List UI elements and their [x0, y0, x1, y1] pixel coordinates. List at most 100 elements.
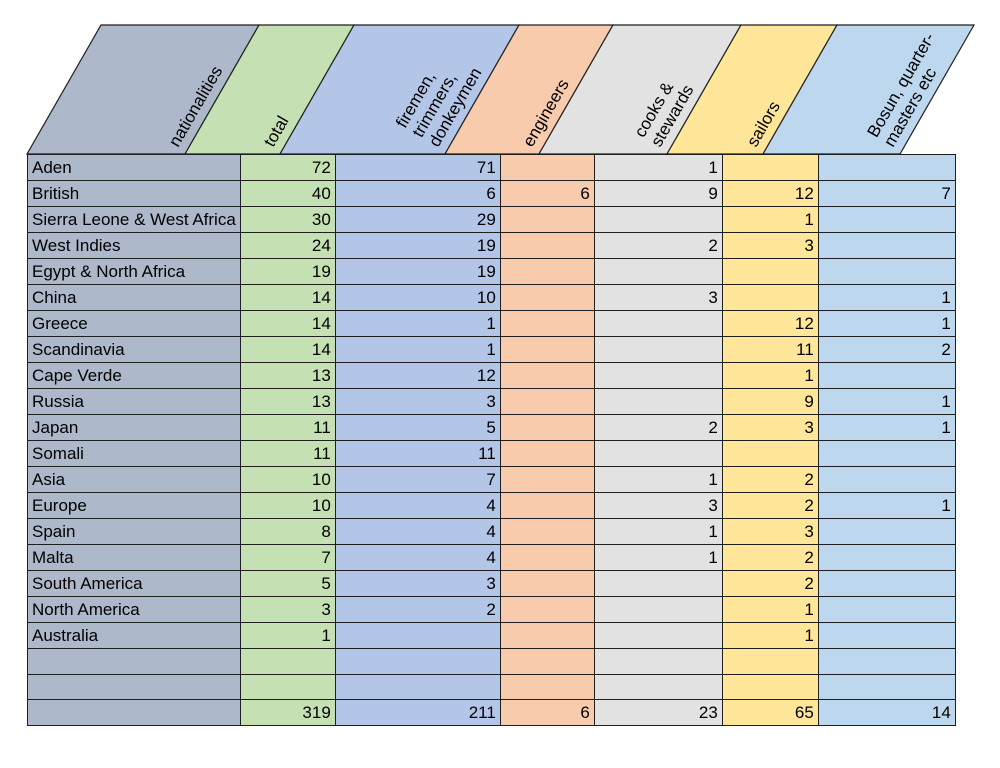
bosun-cell: 1: [817, 414, 956, 441]
sailors-cell: [721, 648, 819, 675]
firemen-cell: [334, 673, 501, 701]
table-row: [27, 648, 956, 675]
cooks-cell: 2: [593, 232, 723, 259]
firemen-cell: 12: [334, 362, 501, 389]
sailors-cell: [721, 154, 819, 181]
cooks-cell: [593, 570, 723, 597]
engineers-cell: [499, 596, 595, 623]
cooks-cell: [593, 206, 723, 233]
table-row: Russia 13 3 9 1: [27, 388, 956, 415]
cooks-cell: [593, 362, 723, 389]
total-cell: 3: [239, 596, 336, 623]
engineers-cell: [499, 258, 595, 285]
firemen-cell: 4: [334, 492, 501, 519]
table-row: North America 3 2 1: [27, 596, 956, 623]
bosun-cell: [817, 232, 956, 259]
table-row: Scandinavia 14 1 11 2: [27, 336, 956, 363]
sailors-cell: 1: [721, 362, 819, 389]
cooks-cell: 1: [593, 518, 723, 545]
bosun-cell: [817, 544, 956, 571]
total-cell: 14: [239, 336, 336, 363]
engineers-cell: [499, 206, 595, 233]
firemen-cell: 1: [334, 310, 501, 337]
firemen-cell: 71: [334, 154, 501, 181]
firemen-cell: 19: [334, 258, 501, 285]
total-cell: 19: [239, 258, 336, 285]
firemen-cell: 1: [334, 336, 501, 363]
total-cell: 40: [239, 180, 336, 207]
total-cell: 5: [239, 570, 336, 597]
total-cell: 13: [239, 388, 336, 415]
bosun-cell: [817, 673, 956, 701]
total-cell: 1: [239, 622, 336, 649]
total-cell: 11: [239, 414, 336, 441]
nationality-cell: Japan: [27, 414, 241, 441]
bosun-cell: [817, 518, 956, 545]
bosun-cell: [817, 648, 956, 675]
bosun-cell: [817, 362, 956, 389]
sailors-cell: 12: [721, 180, 819, 207]
bosun-cell: 14: [817, 699, 956, 727]
nationality-cell: Cape Verde: [27, 362, 241, 389]
cooks-cell: [593, 596, 723, 623]
nationality-cell: Egypt & North Africa: [27, 258, 241, 285]
total-cell: [239, 673, 336, 701]
cooks-cell: [593, 388, 723, 415]
bosun-cell: [817, 466, 956, 493]
firemen-cell: 3: [334, 570, 501, 597]
table-row: Egypt & North Africa 19 19: [27, 258, 956, 285]
bosun-cell: [817, 154, 956, 181]
engineers-cell: [499, 570, 595, 597]
bosun-cell: 1: [817, 284, 956, 311]
table-body: Aden 72 71 1 British 40 6 6 9 12 7 Sierra Leone & W…: [27, 154, 956, 727]
bosun-cell: 1: [817, 492, 956, 519]
sailors-cell: 2: [721, 570, 819, 597]
firemen-cell: 11: [334, 440, 501, 467]
engineers-cell: [499, 648, 595, 675]
nationality-cell: [27, 673, 241, 701]
firemen-cell: 7: [334, 466, 501, 493]
firemen-cell: 5: [334, 414, 501, 441]
firemen-cell: 2: [334, 596, 501, 623]
firemen-cell: [334, 622, 501, 649]
firemen-cell: 6: [334, 180, 501, 207]
table-row: Spain 8 4 1 3: [27, 518, 956, 545]
cooks-cell: 3: [593, 492, 723, 519]
sailors-cell: 65: [721, 699, 819, 727]
nationality-cell: China: [27, 284, 241, 311]
table-row: Sierra Leone & West Africa 30 29 1: [27, 206, 956, 233]
engineers-cell: [499, 440, 595, 467]
engineers-cell: [499, 622, 595, 649]
firemen-cell: 4: [334, 518, 501, 545]
sailors-cell: 1: [721, 206, 819, 233]
nationality-cell: Greece: [27, 310, 241, 337]
sailors-cell: [721, 440, 819, 467]
nationality-cell: Aden: [27, 154, 241, 181]
table-row: Japan 11 5 2 3 1: [27, 414, 956, 441]
column-header-band: nationalities totalfiremen,trimmers,donke…: [25, 24, 976, 155]
total-cell: 8: [239, 518, 336, 545]
table-row: [27, 673, 956, 701]
total-cell: 14: [239, 310, 336, 337]
total-cell: [239, 648, 336, 675]
bosun-cell: 1: [817, 310, 956, 337]
table-row: Europe 10 4 3 2 1: [27, 492, 956, 519]
cooks-cell: [593, 336, 723, 363]
sailors-cell: 12: [721, 310, 819, 337]
nationality-cell: Sierra Leone & West Africa: [27, 206, 241, 233]
engineers-cell: [499, 362, 595, 389]
total-cell: 72: [239, 154, 336, 181]
table-row: Aden 72 71 1: [27, 154, 956, 181]
bosun-cell: 7: [817, 180, 956, 207]
nationality-cell: [27, 699, 241, 727]
total-cell: 10: [239, 492, 336, 519]
sailors-cell: 2: [721, 544, 819, 571]
firemen-cell: 10: [334, 284, 501, 311]
nationality-cell: Somali: [27, 440, 241, 467]
bosun-cell: [817, 440, 956, 467]
total-cell: 11: [239, 440, 336, 467]
nationality-cell: [27, 648, 241, 675]
cooks-cell: [593, 258, 723, 285]
firemen-cell: [334, 648, 501, 675]
nationality-cell: West Indies: [27, 232, 241, 259]
